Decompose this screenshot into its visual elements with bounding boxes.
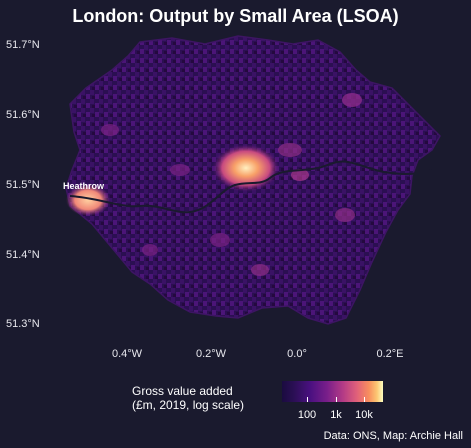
legend-tickmark <box>336 397 337 402</box>
legend-title: Gross value added (£m, 2019, log scale) <box>132 384 292 412</box>
lon-tick-label: 0.4°W <box>111 348 143 360</box>
lat-tick-label: 51.7°N <box>6 39 40 51</box>
lon-tick-label: 0.0° <box>287 348 307 360</box>
output-hotspots <box>101 93 362 276</box>
legend-title-line: Gross value added <box>132 384 233 398</box>
legend-colorbar <box>282 381 383 402</box>
legend-tickmark <box>307 397 308 402</box>
legend-title-line: (£m, 2019, log scale) <box>132 398 245 412</box>
legend-tick-label: 10k <box>355 409 373 421</box>
legend-tick-label: 100 <box>297 409 317 421</box>
legend-tick-label: 1k <box>330 409 342 421</box>
lat-tick-label: 51.5°N <box>6 179 40 191</box>
map-title: London: Output by Small Area (LSOA) <box>72 6 399 26</box>
lat-tick-label: 51.3°N <box>6 318 40 330</box>
heathrow-hotspot <box>66 184 110 216</box>
river-thames <box>69 160 433 214</box>
lat-tick-label: 51.4°N <box>6 249 40 261</box>
lon-tick-label: 0.2°W <box>195 348 227 360</box>
lon-tick-label: 0.2°E <box>376 348 404 360</box>
legend-tickmark <box>364 397 365 402</box>
source-credit: Data: ONS, Map: Archie Hall <box>323 430 463 442</box>
lat-tick-label: 51.6°N <box>6 109 40 121</box>
heathrow-label: Heathrow <box>63 181 105 191</box>
central-london-hotspot <box>212 144 280 192</box>
